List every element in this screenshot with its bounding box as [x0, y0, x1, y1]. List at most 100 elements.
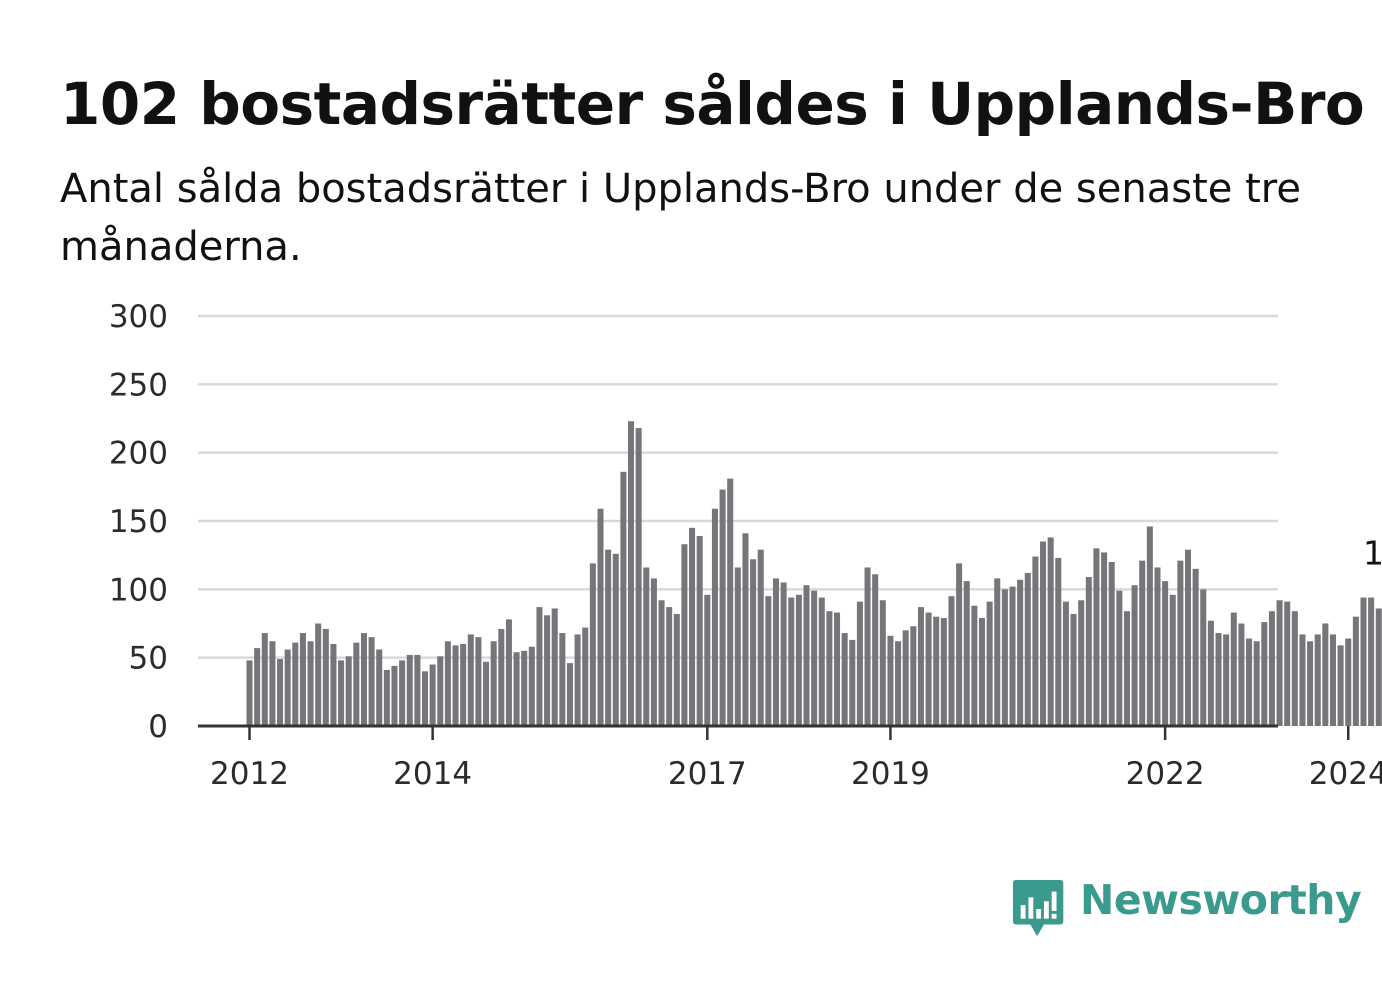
bar: [1055, 557, 1062, 726]
bar: [1154, 567, 1161, 726]
y-tick-label: 200: [109, 436, 168, 472]
bar: [681, 544, 688, 726]
bar: [994, 578, 1001, 726]
bar: [452, 645, 459, 726]
bar: [1238, 623, 1245, 726]
bar: [811, 590, 818, 726]
x-tick-label: 2017: [668, 756, 747, 792]
bar: [643, 567, 650, 726]
bar: [650, 578, 657, 726]
y-tick-label: 0: [148, 709, 168, 745]
bar: [269, 641, 276, 726]
x-tick-label: 2012: [210, 756, 289, 792]
y-tick-label: 300: [109, 299, 168, 335]
bar: [521, 650, 528, 726]
bar: [1223, 634, 1230, 726]
bar: [765, 596, 772, 726]
bar: [1360, 597, 1367, 726]
bar: [322, 628, 329, 726]
bar: [460, 644, 467, 726]
bar: [849, 639, 856, 726]
bar: [1246, 638, 1253, 726]
chart-title: 102 bostadsrätter såldes i Upplands-Bro: [60, 70, 1365, 138]
bar: [834, 612, 841, 726]
bar: [467, 634, 474, 726]
bar: [1131, 585, 1138, 726]
bar: [788, 597, 795, 726]
bar: [673, 613, 680, 726]
bar: [383, 669, 390, 726]
bar: [956, 563, 963, 726]
bar: [1009, 586, 1016, 726]
bar: [315, 623, 322, 726]
bar: [536, 607, 543, 726]
bar: [254, 648, 261, 726]
bar: [1299, 634, 1306, 726]
brand-name: Newsworthy: [1080, 876, 1362, 924]
bar: [1345, 638, 1352, 726]
bar: [887, 635, 894, 726]
bar: [574, 634, 581, 726]
bar: [772, 578, 779, 726]
bar: [406, 654, 413, 726]
bar: [917, 607, 924, 726]
bar: [780, 582, 787, 726]
bar: [544, 615, 551, 726]
bar: [666, 607, 673, 726]
bar: [1093, 548, 1100, 726]
bar: [277, 659, 284, 726]
bar: [1322, 623, 1329, 726]
bar: [1207, 620, 1214, 726]
bar: [483, 661, 490, 726]
bar: [559, 633, 566, 726]
bar: [1070, 613, 1077, 726]
bar: [1047, 537, 1054, 726]
x-tick-label: 2022: [1126, 756, 1205, 792]
bar: [1192, 568, 1199, 726]
bar: [986, 601, 993, 726]
bar: [582, 627, 589, 726]
bar: [1169, 594, 1176, 726]
bar: [971, 605, 978, 726]
bar: [734, 567, 741, 726]
bar: [1276, 600, 1283, 726]
y-axis-labels: 0 50 100 150 200 250 300: [109, 299, 168, 745]
bar: [513, 652, 520, 726]
bar: [376, 649, 383, 726]
bar: [895, 641, 902, 726]
newsworthy-logo-icon: [1012, 879, 1064, 937]
bar: [795, 594, 802, 726]
bar: [1230, 612, 1237, 726]
bar: [1024, 572, 1031, 726]
bar: [689, 527, 696, 726]
bar: [696, 536, 703, 726]
latest-value-label: 102: [1363, 534, 1382, 573]
bar: [338, 660, 345, 726]
bar: [1307, 641, 1314, 726]
bar: [1123, 611, 1130, 726]
bar: [925, 612, 932, 726]
y-tick-label: 100: [109, 572, 168, 608]
bar: [429, 664, 436, 726]
bar: [948, 596, 955, 726]
bar: [826, 611, 833, 726]
bar: [330, 644, 337, 726]
bar: [1101, 552, 1108, 726]
bar: [628, 421, 635, 726]
bar: [727, 478, 734, 726]
bar: [368, 637, 375, 726]
bar: [1162, 581, 1169, 726]
bar: [864, 567, 871, 726]
y-tick-label: 150: [109, 504, 168, 540]
annotations: 102: [1363, 534, 1382, 573]
bar: [1375, 608, 1382, 726]
bar: [1329, 634, 1336, 726]
bar: [589, 563, 596, 726]
bar: [1116, 590, 1123, 726]
bar: [635, 428, 642, 726]
bar: [841, 633, 848, 726]
bar: [566, 663, 573, 726]
bar: [1253, 641, 1260, 726]
bar: [1108, 562, 1115, 726]
